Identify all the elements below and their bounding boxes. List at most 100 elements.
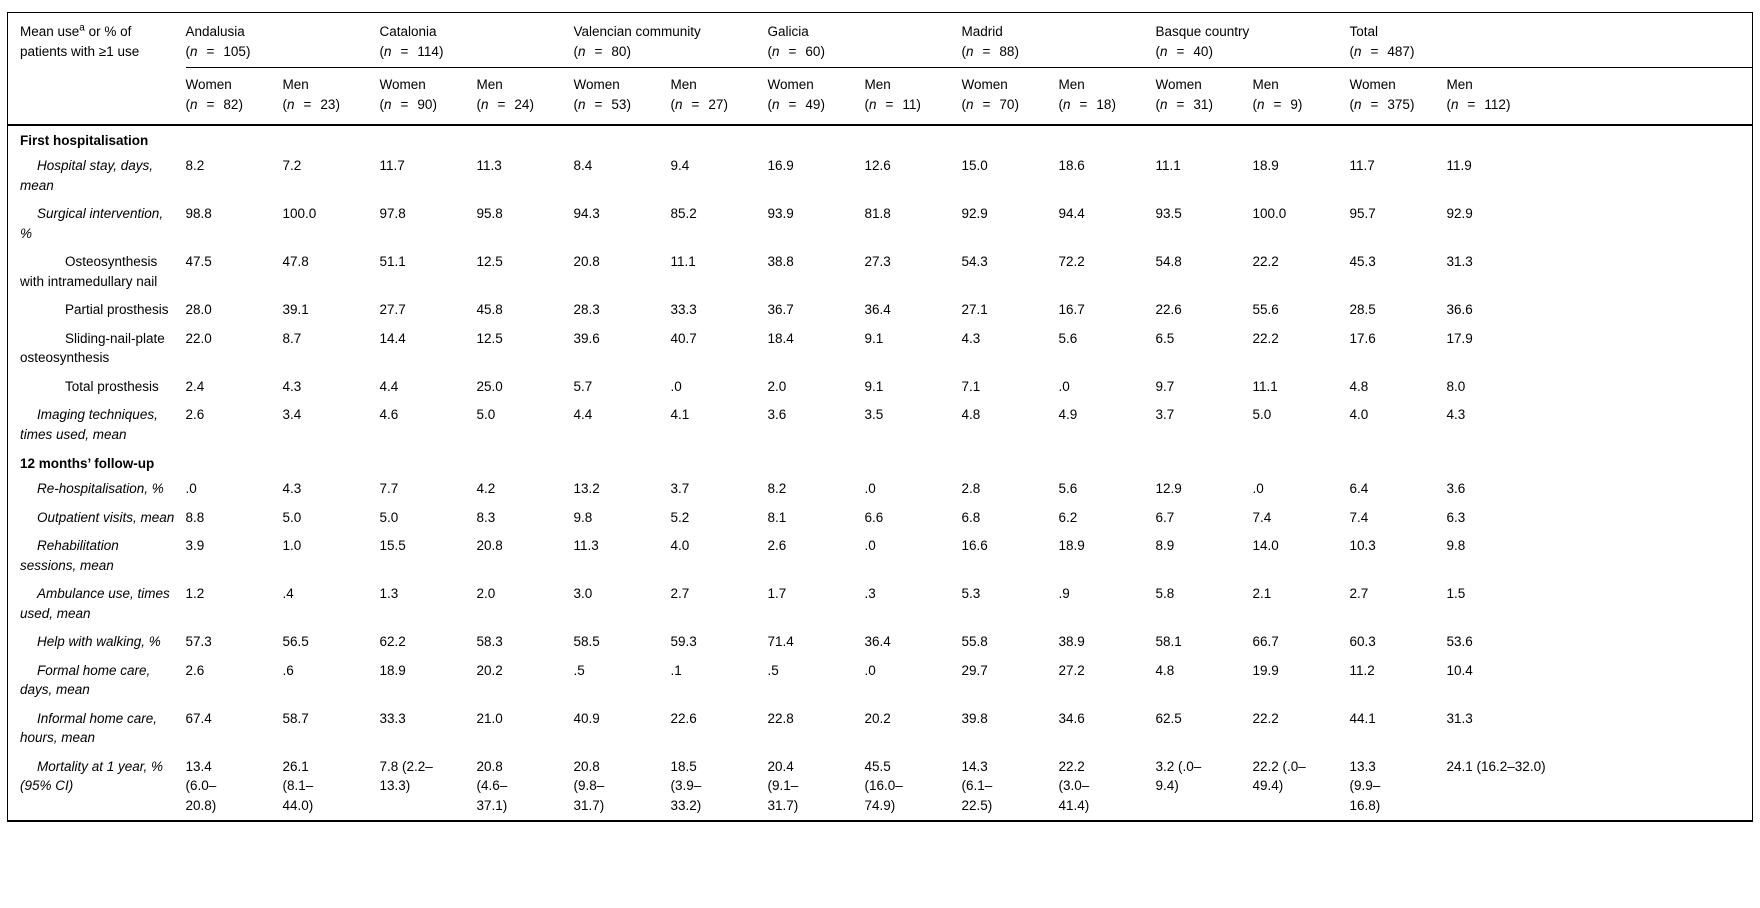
value-cell: 4.0 (670, 538, 690, 553)
n-count: (n = 60) (768, 42, 956, 62)
value-cell: 19.9 (1252, 662, 1279, 678)
paren-open: ( (1349, 97, 1355, 112)
section-label: 12 months’ follow-up (20, 456, 155, 471)
value-cell: .9 (1058, 586, 1070, 601)
value-cell: 51.1 (379, 254, 406, 269)
equals-sign: = (1176, 44, 1185, 59)
table-head: Mean usea or % of patients with ≥1 use An… (7, 12, 1753, 126)
value-cell: 1.2 (185, 586, 205, 601)
subgroup-header-men: Men (n = 27) (670, 67, 768, 126)
value-cell: 44.1 (1349, 710, 1376, 726)
n-symbol: n (578, 97, 586, 112)
value-cell: 13.3 (9.9–16.8) (1349, 758, 1381, 813)
n-count: (n = 40) (1156, 42, 1344, 62)
n-symbol: n (1354, 44, 1362, 59)
value-cell: 94.4 (1058, 206, 1085, 221)
region-name: Andalusia (185, 24, 245, 39)
paren-close: ) (1208, 97, 1213, 112)
subgroup-header-men: Men (n = 23) (282, 67, 380, 126)
n-symbol: n (772, 97, 780, 112)
value-cell: 4.9 (1058, 407, 1078, 422)
value-cell: 12.6 (864, 158, 891, 173)
value-cell: 4.3 (1446, 407, 1466, 422)
value-cell: 8.0 (1446, 378, 1466, 394)
value-cell: 94.3 (573, 206, 600, 221)
value-cell: 3.7 (1155, 407, 1175, 422)
subgroup-header-row: Women (n = 82) Men (n = 23) Women (n = 90) Men (n = 24)… (8, 67, 1753, 126)
subgroup-header-women: Women (n = 375) (1349, 67, 1447, 126)
value-cell: 2.6 (767, 538, 787, 553)
value-cell: 2.6 (185, 407, 205, 422)
value-cell: 40.9 (573, 710, 600, 726)
value-cell: 11.2 (1349, 662, 1375, 678)
subgroup-label: Men (1252, 77, 1279, 92)
paren-open: ( (1446, 97, 1452, 112)
n-symbol: n (1160, 97, 1168, 112)
equals-sign: = (400, 44, 409, 59)
equals-sign: = (594, 97, 603, 112)
equals-sign: = (1467, 97, 1476, 112)
value-cell: 20.2 (476, 662, 503, 678)
value-cell: .0 (185, 481, 197, 496)
value-cell: 20.2 (864, 710, 891, 726)
value-cell: 8.3 (476, 509, 496, 525)
value-cell: 93.5 (1155, 206, 1182, 221)
value-cell: 5.0 (1252, 407, 1272, 422)
paren-open: ( (961, 97, 967, 112)
value-cell: 81.8 (864, 206, 891, 221)
n-count: (n = 70) (962, 95, 1053, 115)
subgroup-label: Men (1058, 77, 1085, 92)
paren-close: ) (626, 97, 631, 112)
value-cell: 22.2 (1252, 254, 1279, 269)
n-count: (n = 114) (380, 42, 568, 62)
value-cell: 8.4 (573, 158, 593, 173)
equals-sign: = (982, 97, 991, 112)
equals-sign: = (691, 97, 700, 112)
value-cell: 27.2 (1058, 662, 1085, 678)
n-count: (n = 11) (865, 95, 956, 115)
value-cell: 5.7 (573, 378, 593, 394)
equals-sign: = (206, 44, 215, 59)
value-cell: 92.9 (961, 206, 988, 221)
value-cell: 5.8 (1155, 586, 1175, 601)
value-cell: 11.7 (379, 158, 405, 173)
value-cell: 14.3 (6.1–22.5) (961, 758, 993, 813)
data-row: Surgical intervention, % 98.8 100.0 97.8 95.… (8, 200, 1753, 248)
value-cell: 54.8 (1155, 254, 1182, 269)
n-value: 11 (902, 97, 917, 112)
value-cell: 3.5 (864, 407, 884, 422)
subgroup-label: Women (379, 77, 426, 92)
n-count: (n = 18) (1059, 95, 1150, 115)
n-value: 60 (805, 44, 821, 59)
value-cell: 100.0 (1252, 206, 1287, 221)
equals-sign: = (1079, 97, 1088, 112)
paren-close: ) (1014, 44, 1019, 59)
n-count: (n = 88) (962, 42, 1150, 62)
data-row: Total prosthesis 2.4 4.3 4.4 25.0 5.7 .0 2.0 9.1… (8, 373, 1753, 402)
value-cell: 5.3 (961, 586, 981, 601)
value-cell: .0 (864, 481, 876, 496)
value-cell: 47.5 (185, 254, 212, 269)
value-cell: 45.5 (16.0–74.9) (864, 758, 903, 813)
region-name: Basque country (1155, 24, 1250, 39)
value-cell: 2.7 (670, 586, 690, 601)
equals-sign: = (400, 97, 409, 112)
subgroup-label: Men (670, 77, 697, 92)
value-cell: 22.2 (1252, 330, 1279, 346)
value-cell: 10.4 (1446, 662, 1473, 678)
value-cell: 14.4 (379, 330, 406, 346)
value-cell: 2.4 (185, 378, 205, 394)
paren-open: ( (573, 44, 579, 59)
value-cell: 3.6 (767, 407, 787, 422)
value-cell: 1.0 (282, 538, 302, 553)
value-cell: 22.6 (1155, 302, 1182, 317)
value-cell: 22.0 (185, 330, 212, 346)
value-cell: 5.6 (1058, 481, 1078, 496)
value-cell: 8.1 (767, 509, 787, 525)
paren-open: ( (1252, 97, 1258, 112)
value-cell: 11.9 (1446, 158, 1472, 173)
corner-label: Mean usea or % of patients with ≥1 use (7, 12, 186, 126)
value-cell: 17.6 (1349, 330, 1376, 346)
equals-sign: = (982, 44, 991, 59)
n-value: 24 (514, 97, 530, 112)
